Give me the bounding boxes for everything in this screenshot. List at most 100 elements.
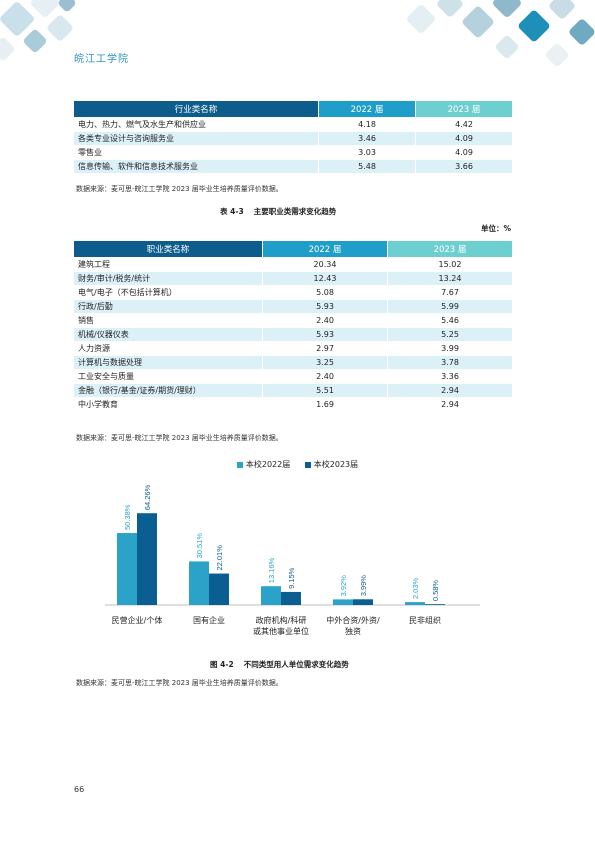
- cell-value: 4.09: [415, 145, 513, 160]
- category-label: 民营企业/个体: [112, 615, 163, 625]
- bar: [209, 573, 229, 605]
- data-label: 30.51%: [195, 533, 204, 559]
- bar: [353, 599, 373, 605]
- column-header: 2022 届: [318, 100, 416, 118]
- cell-value: 2.40: [262, 313, 388, 328]
- table-row: 电气/电子（不包括计算机） 5.08 7.67: [73, 285, 513, 300]
- table-row: 金融（银行/基金/证券/期货/理财） 5.51 2.94: [73, 383, 513, 398]
- occupation-table: 职业类名称 2022 届 2023 届 建筑工程 20.34 15.02 财务/审计/…: [73, 240, 513, 412]
- cell-value: 3.36: [387, 369, 513, 384]
- category-label: 民非组织: [409, 615, 441, 625]
- table-row: 信息传输、软件和信息技术服务业 5.48 3.66: [73, 159, 513, 174]
- data-label: 22.01%: [215, 545, 224, 571]
- column-header: 2022 届: [262, 240, 388, 258]
- table-row: 各类专业设计与咨询服务业 3.46 4.09: [73, 131, 513, 146]
- cell-value: 4.18: [318, 117, 416, 132]
- legend-item: 本校2023届: [304, 460, 359, 469]
- cell-value: 1.69: [262, 397, 388, 412]
- cell-value: 2.40: [262, 369, 388, 384]
- table-row: 计算机与数据处理 3.25 3.78: [73, 355, 513, 370]
- data-label: 2.03%: [411, 578, 420, 600]
- cell-value: 3.99: [387, 341, 513, 356]
- cell-value: 2.97: [262, 341, 388, 356]
- row-label: 计算机与数据处理: [73, 355, 263, 370]
- column-header: 2023 届: [415, 100, 513, 118]
- row-label: 人力资源: [73, 341, 263, 356]
- data-label: 50.38%: [123, 504, 132, 530]
- bar: [425, 604, 445, 605]
- row-label: 电力、热力、燃气及水生产和供应业: [73, 117, 319, 132]
- row-label: 行政/后勤: [73, 299, 263, 314]
- chart-source: 数据来源：麦可思-皖江工学院 2023 届毕业生培养质量评价数据。: [76, 679, 283, 687]
- table-row: 财务/审计/税务/统计 12.43 13.24: [73, 271, 513, 286]
- employer-type-chart: 50.38% 64.26% 民营企业/个体 30.51% 22.01% 国有企业 13.16…: [105, 484, 480, 636]
- legend-swatch: [304, 461, 311, 468]
- row-label: 建筑工程: [73, 257, 263, 272]
- bar: [405, 602, 425, 605]
- table-row: 销售 2.40 5.46: [73, 313, 513, 328]
- cell-value: 4.09: [415, 131, 513, 146]
- table2-unit: 单位：%: [480, 224, 511, 233]
- cell-value: 2.94: [387, 383, 513, 398]
- cell-value: 12.43: [262, 271, 388, 286]
- data-label: 13.16%: [267, 557, 276, 583]
- row-label: 销售: [73, 313, 263, 328]
- bar: [117, 533, 137, 605]
- row-label: 信息传输、软件和信息技术服务业: [73, 159, 319, 174]
- table-row: 零售业 3.03 4.09: [73, 145, 513, 160]
- table2-source: 数据来源：麦可思-皖江工学院 2023 届毕业生培养质量评价数据。: [76, 434, 283, 442]
- row-label: 零售业: [73, 145, 319, 160]
- bar: [189, 561, 209, 605]
- cell-value: 5.46: [387, 313, 513, 328]
- bar: [137, 513, 157, 605]
- row-label: 工业安全与质量: [73, 369, 263, 384]
- school-header: 皖江工学院: [74, 54, 129, 65]
- legend-label: 本校2022届: [245, 460, 291, 469]
- bar: [261, 586, 281, 605]
- table-row: 电力、热力、燃气及水生产和供应业 4.18 4.42: [73, 117, 513, 132]
- page-number: 66: [74, 785, 85, 794]
- legend-label: 本校2023届: [313, 460, 359, 469]
- data-label: 3.99%: [359, 575, 368, 597]
- table-row: 行政/后勤 5.93 5.99: [73, 299, 513, 314]
- data-label: 0.58%: [431, 580, 440, 602]
- data-label: 9.15%: [287, 567, 296, 589]
- cell-value: 3.25: [262, 355, 388, 370]
- cell-value: 2.94: [387, 397, 513, 412]
- category-label: 国有企业: [193, 615, 225, 625]
- cell-value: 3.78: [387, 355, 513, 370]
- legend-item: 本校2022届: [236, 460, 291, 469]
- data-label: 3.92%: [339, 575, 348, 597]
- cell-value: 5.93: [262, 299, 388, 314]
- chart-title: 图 4-2 不同类型用人单位需求变化趋势: [210, 660, 349, 669]
- table-row: 工业安全与质量 2.40 3.36: [73, 369, 513, 384]
- category-label: 独资: [345, 626, 361, 636]
- table2-caption: 表 4-3 主要职业类需求变化趋势: [220, 207, 337, 216]
- category-label: 中外合资/外资/: [326, 615, 380, 625]
- category-label: 或其他事业单位: [253, 626, 309, 636]
- column-header: 2023 届: [387, 240, 513, 258]
- cell-value: 5.51: [262, 383, 388, 398]
- cell-value: 7.67: [387, 285, 513, 300]
- row-label: 各类专业设计与咨询服务业: [73, 131, 319, 146]
- row-label: 机械/仪器仪表: [73, 327, 263, 342]
- legend-swatch: [236, 461, 243, 468]
- data-label: 64.26%: [143, 484, 152, 510]
- cell-value: 3.03: [318, 145, 416, 160]
- cell-value: 4.42: [415, 117, 513, 132]
- row-label: 中小学教育: [73, 397, 263, 412]
- chart-legend: 本校2022届 本校2023届: [0, 459, 595, 470]
- table-row: 中小学教育 1.69 2.94: [73, 397, 513, 412]
- column-header: 职业类名称: [73, 240, 263, 258]
- cell-value: 3.66: [415, 159, 513, 174]
- cell-value: 13.24: [387, 271, 513, 286]
- cell-value: 3.46: [318, 131, 416, 146]
- row-label: 金融（银行/基金/证券/期货/理财）: [73, 383, 263, 398]
- cell-value: 5.99: [387, 299, 513, 314]
- table-row: 人力资源 2.97 3.99: [73, 341, 513, 356]
- table1-source: 数据来源：麦可思-皖江工学院 2023 届毕业生培养质量评价数据。: [76, 185, 283, 193]
- table-row: 机械/仪器仪表 5.93 5.25: [73, 327, 513, 342]
- cell-value: 5.93: [262, 327, 388, 342]
- category-label: 政府机构/科研: [256, 615, 307, 625]
- cell-value: 15.02: [387, 257, 513, 272]
